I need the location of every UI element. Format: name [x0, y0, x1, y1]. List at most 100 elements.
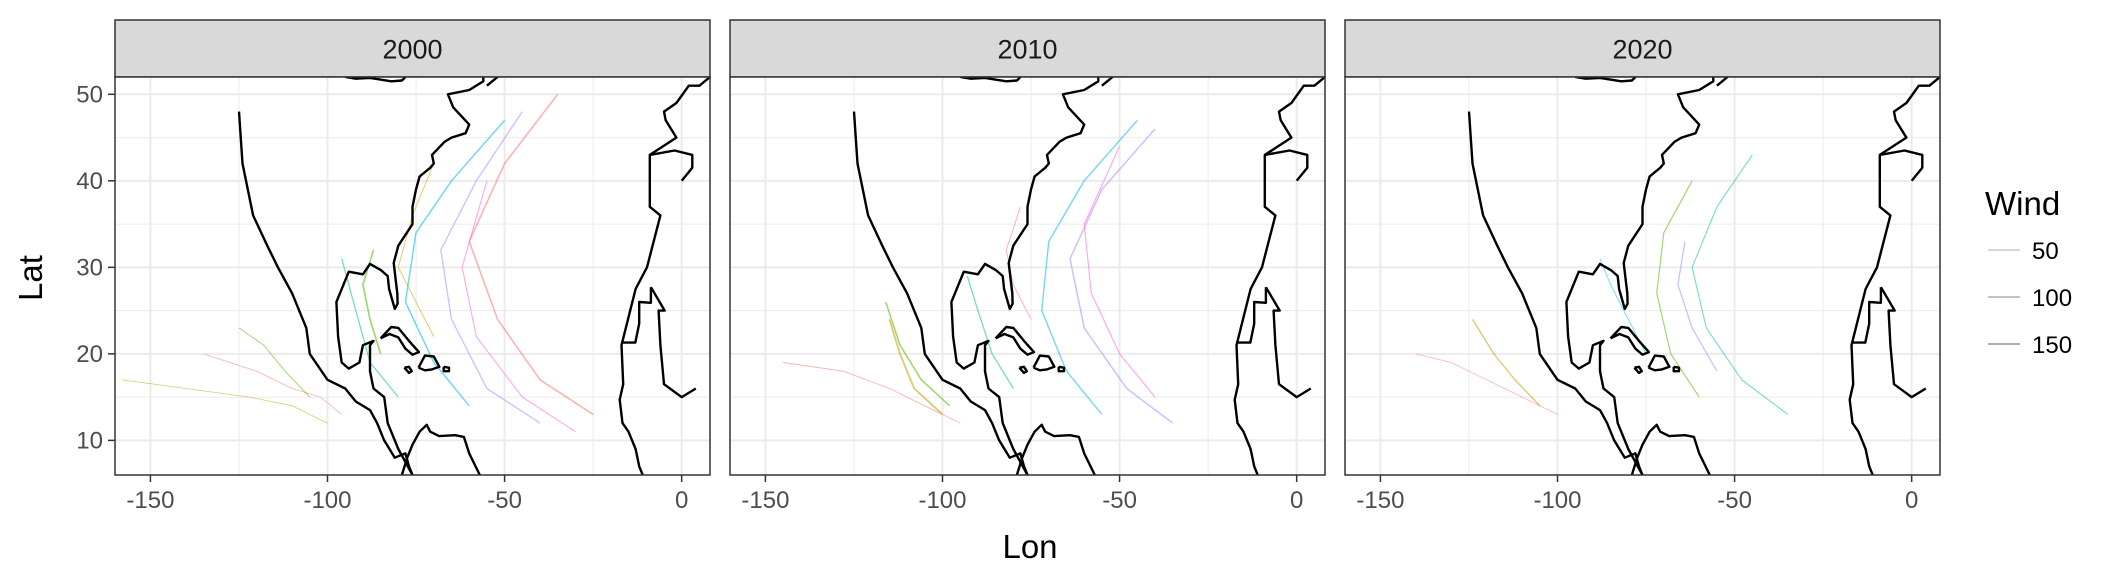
- storm-track: [203, 353, 342, 415]
- storm-track: [341, 258, 399, 398]
- coastline: [1264, 286, 1312, 399]
- coastline: [379, 325, 421, 356]
- coastline: [1575, 77, 1637, 83]
- y-axis-title: Lat: [12, 255, 49, 301]
- legend-label: 100: [2032, 285, 2072, 312]
- x-tick-label: 0: [1290, 487, 1303, 514]
- coastline: [1467, 77, 1715, 475]
- storm-track: [1471, 318, 1541, 407]
- storm-track: [1069, 128, 1174, 424]
- coastline: [618, 77, 710, 475]
- coastline: [649, 149, 694, 182]
- storm-track: [783, 362, 961, 424]
- x-tick-label: -150: [741, 487, 789, 514]
- storm-tracks: [783, 119, 1174, 424]
- coastline: [1647, 354, 1671, 372]
- x-tick-label: -150: [1356, 487, 1404, 514]
- storm-track: [404, 119, 506, 407]
- coastline: [1879, 149, 1924, 182]
- storm-track: [440, 111, 541, 424]
- coastline: [649, 286, 697, 399]
- x-tick-label: -100: [918, 487, 966, 514]
- x-axis-title: Lon: [1002, 528, 1057, 565]
- facet-strip: [729, 19, 1326, 78]
- facet-panel-2020: 2020 -150 -100 -50 0: [1344, 19, 1941, 514]
- storm-tracks: [1415, 154, 1789, 415]
- map-outline: [237, 77, 710, 475]
- storm-tracks: [122, 93, 594, 433]
- storm-track: [122, 379, 328, 424]
- coastline: [1236, 287, 1268, 344]
- storm-track: [1677, 241, 1718, 372]
- x-tick-label: 0: [675, 487, 688, 514]
- facet-panel-2010: 2010 -150 -100 -50 0: [729, 19, 1326, 514]
- coastline: [1630, 423, 1711, 475]
- coastline: [403, 365, 413, 375]
- facet-strip: [1344, 19, 1941, 78]
- panel-background: [730, 77, 1325, 475]
- gridlines: [115, 77, 710, 475]
- coastline: [994, 325, 1036, 356]
- facet-panels: 2000 -150 -100 -50 0 2010 -150 -100 -50 0 2020 -150…: [114, 19, 1941, 514]
- coastline: [345, 77, 407, 83]
- coastline: [1032, 354, 1056, 372]
- legend-label: 50: [2032, 238, 2059, 265]
- coastline: [442, 365, 451, 373]
- panel-border: [729, 76, 1326, 476]
- map-outline: [852, 77, 1325, 475]
- gridlines: [730, 77, 1325, 475]
- facet-strip-label: 2010: [997, 35, 1057, 65]
- coastline: [852, 77, 1100, 475]
- coastline: [1101, 77, 1114, 87]
- coastline: [1018, 365, 1029, 375]
- coastline: [486, 77, 499, 87]
- y-tick-label: 10: [76, 427, 103, 454]
- storm-track: [1656, 180, 1700, 398]
- x-tick-label: -150: [126, 487, 174, 514]
- facet-strip: [114, 19, 711, 78]
- coastline: [1015, 423, 1096, 475]
- storm-track: [1691, 154, 1789, 415]
- coastline: [417, 354, 441, 372]
- map-outline: [1467, 77, 1940, 475]
- x-tick-label: 0: [1905, 487, 1918, 514]
- coastline: [1633, 365, 1644, 375]
- x-tick-label: -50: [487, 487, 522, 514]
- storm-track: [1040, 119, 1138, 415]
- storm-track: [885, 301, 951, 407]
- coastline: [1264, 149, 1309, 182]
- facet-panel-2000: 2000 -150 -100 -50 0: [114, 19, 711, 514]
- storm-track: [397, 163, 435, 337]
- y-tick-label: 20: [76, 341, 103, 368]
- panel-background: [115, 77, 710, 475]
- x-tick-label: -50: [1102, 487, 1137, 514]
- coastline: [1609, 325, 1651, 356]
- y-tick-label: 50: [76, 81, 103, 108]
- storm-track: [1599, 258, 1647, 355]
- coastline: [621, 287, 653, 344]
- panel-border: [1344, 76, 1941, 476]
- storm-track: [888, 319, 944, 416]
- legend-title: Wind: [1985, 185, 2060, 222]
- coastline: [1233, 77, 1325, 475]
- legend-label: 150: [2032, 332, 2072, 359]
- coastline: [1716, 77, 1729, 87]
- coastline: [1057, 365, 1066, 373]
- coastline: [400, 423, 481, 475]
- coastline: [1879, 286, 1927, 399]
- panel-border: [114, 76, 711, 476]
- coastline: [1851, 287, 1883, 344]
- panel-background: [1345, 77, 1940, 475]
- storm-track: [238, 327, 311, 398]
- x-tick-label: -50: [1717, 487, 1752, 514]
- coastline: [237, 77, 485, 475]
- x-tick-label: -100: [303, 487, 351, 514]
- facet-strip-label: 2020: [1612, 35, 1672, 65]
- facet-strip-label: 2000: [382, 35, 442, 65]
- storm-track: [1083, 145, 1156, 398]
- x-tick-label: -100: [1533, 487, 1581, 514]
- y-tick-label: 40: [76, 168, 103, 195]
- coastline: [960, 77, 1022, 83]
- storm-track: [966, 275, 1014, 389]
